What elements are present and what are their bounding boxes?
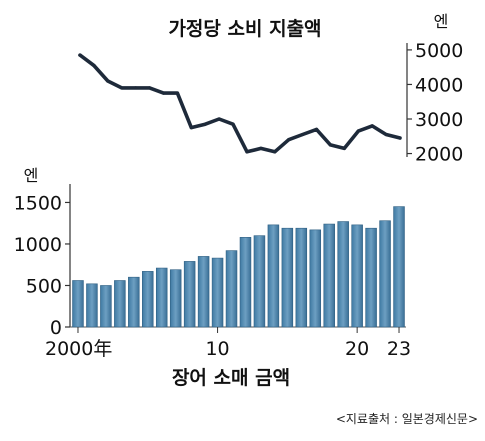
spending-point bbox=[259, 146, 263, 150]
bar bbox=[239, 237, 252, 328]
bar-chart-unit-label: 엔 bbox=[24, 166, 39, 185]
spending-point bbox=[147, 86, 152, 90]
line-y-tick-label: 5000 bbox=[415, 40, 463, 62]
bar bbox=[183, 261, 196, 328]
bar-y-tick-label: 500 bbox=[26, 275, 62, 297]
bar-x-tick-label: 2000年 bbox=[45, 338, 112, 360]
line-chart-unit-label: 엔 bbox=[434, 12, 449, 31]
bar bbox=[323, 223, 335, 328]
bar-y-tick-label: 1500 bbox=[14, 192, 62, 214]
spending-point bbox=[134, 86, 138, 90]
line-y-tick-label: 2000 bbox=[415, 144, 463, 166]
bar-x-tick-label: 20 bbox=[345, 338, 369, 360]
bar bbox=[295, 227, 308, 328]
spending-point bbox=[106, 79, 110, 83]
spending-point bbox=[370, 124, 374, 128]
line-chart-title: 가정당 소비 지출액 bbox=[168, 18, 321, 40]
spending-point bbox=[175, 91, 179, 95]
spending-point bbox=[287, 138, 291, 142]
bar bbox=[365, 227, 377, 328]
bar bbox=[393, 206, 405, 328]
bar bbox=[253, 235, 266, 328]
bar bbox=[169, 269, 182, 328]
bar bbox=[337, 221, 349, 328]
bar bbox=[72, 280, 84, 328]
spending-point bbox=[78, 53, 82, 57]
bar bbox=[225, 250, 238, 328]
bar bbox=[281, 227, 294, 328]
bar-x-tick-label: 10 bbox=[205, 338, 229, 360]
bar bbox=[211, 257, 224, 328]
bar-y-tick-label: 1000 bbox=[14, 234, 62, 256]
bar-chart: 0 500 1000 1500 2000年 10 20 23 bbox=[14, 184, 411, 360]
bar bbox=[100, 285, 112, 328]
spending-point bbox=[217, 117, 221, 121]
spending-line bbox=[78, 53, 402, 154]
spending-point bbox=[301, 132, 305, 137]
bar bbox=[128, 276, 140, 328]
spending-point bbox=[92, 63, 96, 68]
spending-point bbox=[342, 146, 346, 150]
spending-point bbox=[189, 126, 193, 130]
spending-point bbox=[356, 129, 360, 133]
bar bbox=[351, 224, 363, 328]
bar bbox=[155, 267, 168, 328]
bar bbox=[142, 271, 154, 328]
spending-point bbox=[384, 132, 388, 137]
spending-point bbox=[314, 127, 319, 131]
spending-point bbox=[398, 136, 402, 140]
bar bbox=[114, 280, 126, 328]
source-credit: <지료출처 : 일본경제신문> bbox=[336, 412, 478, 426]
bar bbox=[267, 224, 280, 328]
bar bbox=[197, 256, 210, 328]
line-y-tick-label: 4000 bbox=[415, 74, 463, 96]
spending-point bbox=[161, 91, 166, 95]
line-y-tick-label: 3000 bbox=[415, 109, 463, 131]
spending-point bbox=[120, 86, 124, 90]
bar-chart-title: 장어 소매 금액 bbox=[172, 367, 290, 389]
spending-point bbox=[245, 150, 249, 154]
spending-point bbox=[203, 122, 207, 126]
bar-x-tick-label: 23 bbox=[387, 338, 411, 360]
bar bbox=[309, 229, 322, 328]
line-chart: 2000 3000 4000 5000 bbox=[78, 40, 463, 166]
bar bbox=[379, 220, 391, 328]
spending-point bbox=[273, 150, 277, 154]
spending-point bbox=[231, 122, 235, 126]
bar bbox=[86, 283, 98, 328]
spending-point bbox=[328, 143, 333, 147]
bar-y-tick-label: 0 bbox=[50, 317, 62, 339]
